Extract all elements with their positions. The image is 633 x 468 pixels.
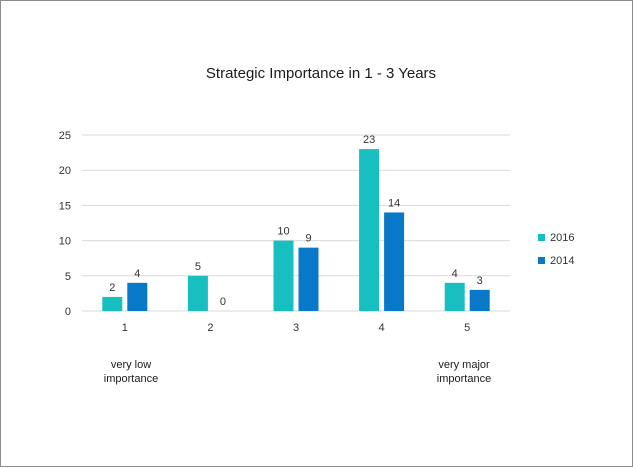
x-tick-label: 5 — [464, 322, 470, 334]
data-label-2016-5: 4 — [452, 268, 458, 280]
x-tick-label: 1 — [122, 322, 128, 334]
legend-label-2014: 2014 — [550, 255, 574, 267]
y-axis-ticks: 0 5 10 15 20 25 — [59, 130, 71, 318]
bar-2014-1 — [127, 282, 148, 311]
right-end-label-line-1: very major — [438, 359, 490, 371]
bar-2014-3 — [298, 247, 319, 311]
right-end-label: very major importance — [437, 359, 491, 385]
data-label-2016-3: 10 — [277, 226, 289, 238]
left-end-label-line-1: very low — [111, 359, 151, 371]
bars — [102, 149, 490, 311]
data-label-2016-1: 2 — [109, 282, 115, 294]
data-label-2016-4: 23 — [363, 134, 375, 146]
bar-2014-5 — [469, 289, 490, 311]
left-end-label: very low importance — [104, 359, 158, 385]
y-tick-label: 0 — [65, 306, 71, 318]
y-tick-label: 20 — [59, 165, 71, 177]
data-label-2014-1: 4 — [134, 268, 140, 280]
x-tick-label: 2 — [207, 322, 213, 334]
data-label-2014-2: 0 — [220, 296, 226, 308]
bar-2016-1 — [102, 296, 123, 311]
chart-title: Strategic Importance in 1 - 3 Years — [206, 65, 436, 82]
bar-2016-3 — [273, 240, 294, 311]
data-label-2014-4: 14 — [388, 197, 400, 209]
x-axis-ticks: 1 2 3 4 5 — [122, 322, 471, 334]
legend-label-2016: 2016 — [550, 232, 574, 244]
gridlines — [82, 134, 510, 312]
y-tick-label: 5 — [65, 271, 71, 283]
data-label-2016-2: 5 — [195, 261, 201, 273]
legend-swatch-2014 — [538, 257, 545, 264]
bar-2016-4 — [359, 149, 380, 311]
bar-2016-2 — [187, 275, 208, 311]
bar-2014-4 — [384, 212, 405, 311]
x-tick-label: 3 — [293, 322, 299, 334]
left-end-label-line-2: importance — [104, 373, 158, 385]
y-tick-label: 15 — [59, 200, 71, 212]
y-tick-label: 25 — [59, 130, 71, 142]
x-tick-label: 4 — [379, 322, 385, 334]
data-label-2014-5: 3 — [477, 275, 483, 287]
legend: 2016 2014 — [538, 232, 574, 267]
bar-2016-5 — [444, 282, 465, 311]
data-label-2014-3: 9 — [305, 233, 311, 245]
legend-swatch-2016 — [538, 234, 545, 241]
y-tick-label: 10 — [59, 236, 71, 248]
right-end-label-line-2: importance — [437, 373, 491, 385]
data-labels: 2 4 5 0 10 9 23 14 4 3 — [109, 134, 483, 308]
